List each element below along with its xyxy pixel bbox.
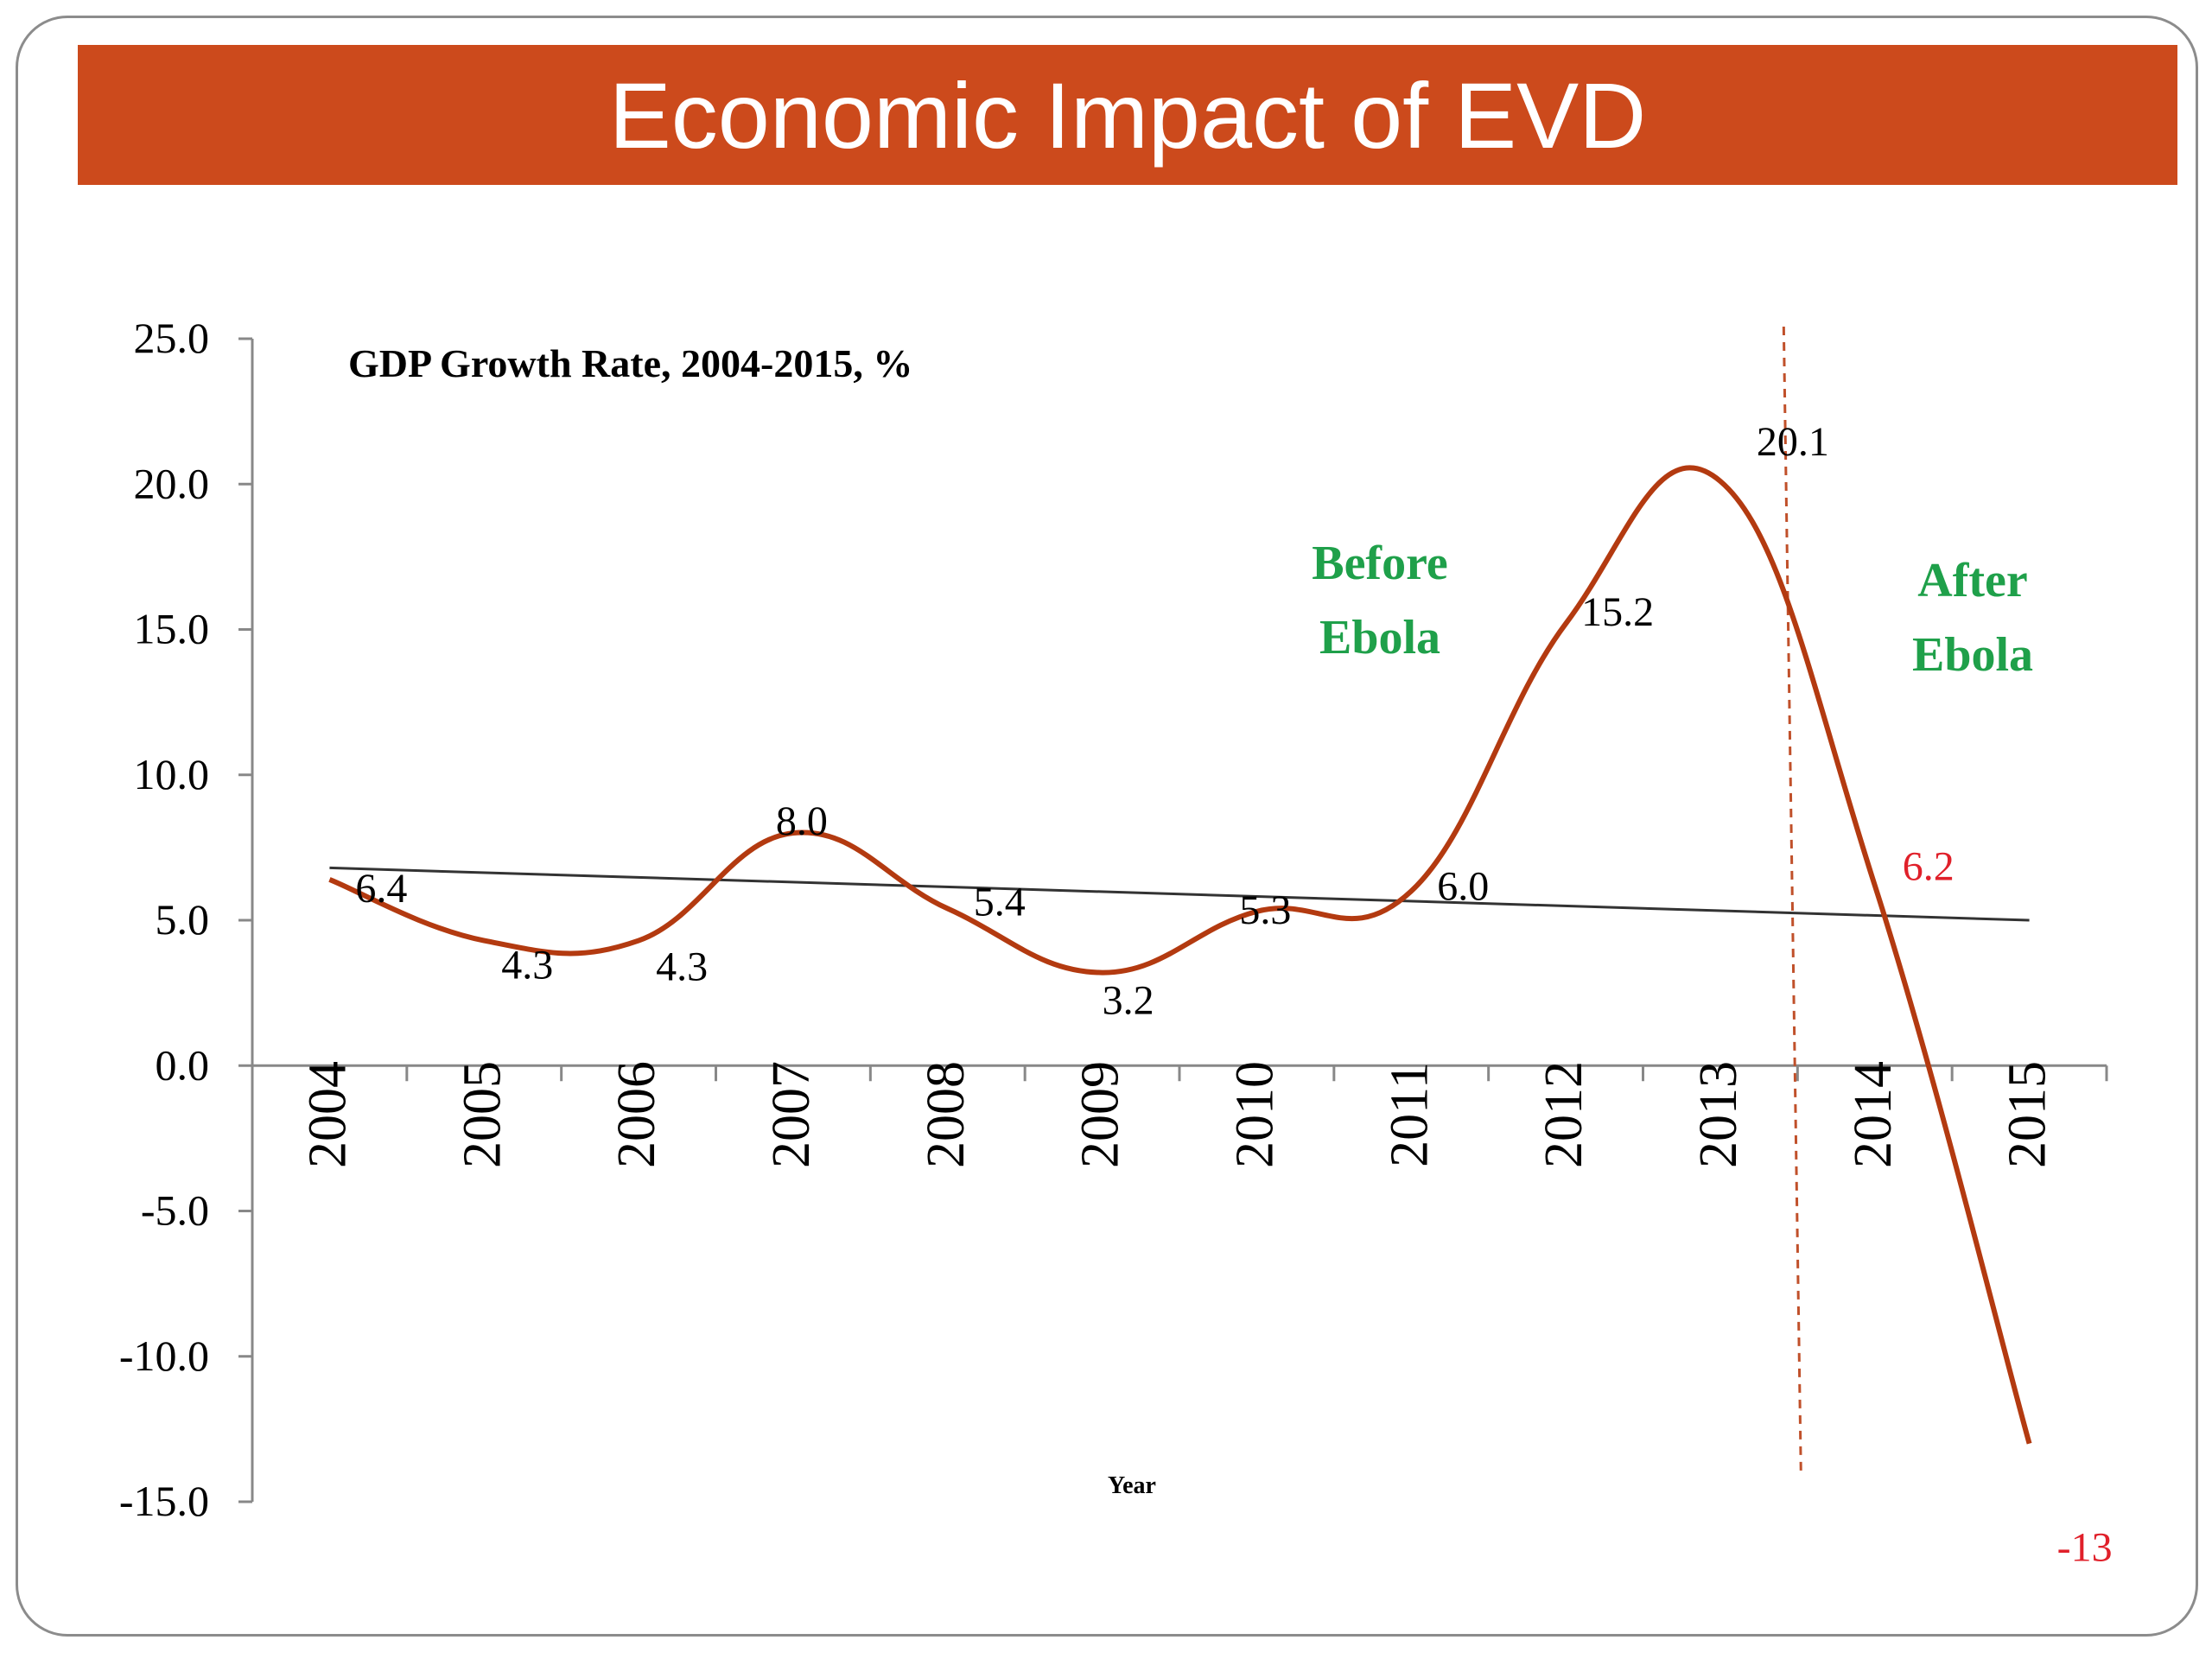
- data-label: 5.3: [1239, 887, 1291, 933]
- data-label: 6.4: [355, 866, 407, 912]
- y-tick-label: 20.0: [134, 459, 210, 507]
- data-label: -13: [2057, 1525, 2113, 1571]
- x-tick-label: 2007: [762, 1061, 821, 1168]
- y-tick-label: 15.0: [134, 605, 210, 653]
- chart-axes: 25.0 20.0 15.0 10.0 5.0 0.0 -5.0 -10.0 -15.0 2004…: [119, 314, 2108, 1525]
- x-tick-label: 2006: [607, 1061, 666, 1168]
- x-tick-label: 2015: [1999, 1061, 2057, 1168]
- data-label: 6.2: [1903, 844, 1955, 890]
- y-tick-label: -15.0: [119, 1477, 209, 1525]
- x-tick-label: 2005: [453, 1061, 512, 1168]
- x-tick-label: 2009: [1071, 1061, 1130, 1168]
- chart-title: GDP Growth Rate, 2004-2015, %: [348, 341, 912, 385]
- slide-title: Economic Impact of EVD: [608, 62, 1647, 168]
- y-tick-label: 10.0: [134, 750, 210, 798]
- x-tick-label: 2013: [1689, 1061, 1748, 1168]
- slide-frame: [16, 16, 2198, 1637]
- after-ebola-annotation: After Ebola: [1912, 554, 2033, 682]
- annotation-line: Ebola: [1912, 628, 2033, 682]
- ebola-divider: [1782, 326, 1802, 1477]
- x-axis-label: Year: [1108, 1472, 1156, 1499]
- y-tick-label: 25.0: [134, 314, 210, 362]
- y-tick-label: -5.0: [141, 1186, 209, 1235]
- data-label: 15.2: [1581, 589, 1654, 635]
- ebola-divider-line: [1782, 326, 1802, 1477]
- series-group: [328, 465, 2032, 1445]
- data-label: 3.2: [1103, 978, 1154, 1024]
- title-banner: Economic Impact of EVD: [78, 45, 2177, 185]
- data-label: 5.4: [974, 880, 1026, 925]
- annotation-line: After: [1917, 554, 2027, 607]
- x-tick-label: 2011: [1380, 1062, 1439, 1167]
- after-ebola-text: After Ebola: [1912, 554, 2033, 682]
- x-tick-label: 2014: [1844, 1061, 1903, 1168]
- trendline-group: [329, 866, 2030, 922]
- annotation-line: Ebola: [1319, 611, 1440, 664]
- x-tick-label: 2012: [1535, 1061, 1593, 1168]
- data-label: 20.1: [1757, 419, 1829, 465]
- before-ebola-text: Before Ebola: [1312, 537, 1448, 664]
- annotation-line: Before: [1312, 537, 1448, 590]
- data-label: 4.3: [656, 944, 708, 990]
- y-tick-label: 0.0: [156, 1040, 210, 1089]
- before-ebola-annotation: Before Ebola: [1312, 537, 1448, 664]
- data-label: 4.3: [501, 943, 553, 988]
- y-tick-label: 5.0: [156, 895, 210, 944]
- trendline: [329, 866, 2030, 922]
- data-labels: 6.4 4.3 4.3 8.0 5.4 3.2 5.3 6.0 15.2 20.1 6.2 -13: [355, 419, 2112, 1571]
- gdp-series-line: [328, 465, 2032, 1445]
- data-label: 8.0: [776, 798, 828, 844]
- x-tick-label: 2010: [1225, 1061, 1284, 1168]
- x-tick-label: 2004: [298, 1061, 357, 1168]
- data-label: 6.0: [1437, 863, 1489, 909]
- y-tick-label: -10.0: [119, 1332, 209, 1380]
- x-tick-label: 2008: [917, 1061, 976, 1168]
